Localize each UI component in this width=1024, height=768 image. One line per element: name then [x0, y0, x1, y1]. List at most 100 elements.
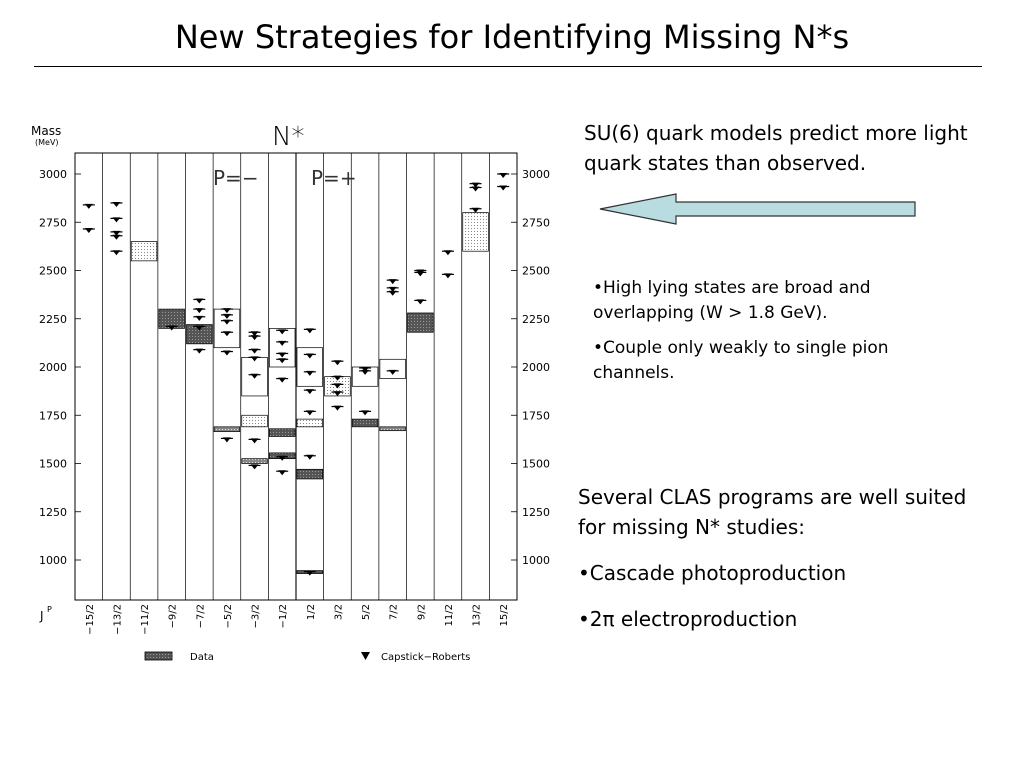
model-point-marker: [388, 286, 397, 292]
x-tick-label: 15/2: [499, 604, 510, 626]
data-box: [407, 312, 434, 333]
model-point-marker: [278, 455, 287, 461]
legend-model-label: Capstick−Roberts: [381, 652, 470, 663]
clas-programs: Several CLAS programs are well suited fo…: [578, 482, 998, 650]
y-tick-label-left: 3000: [39, 168, 67, 181]
data-box: [462, 212, 489, 252]
x-tick-label: 11/2: [444, 604, 455, 626]
model-point-marker: [250, 331, 259, 337]
y-tick-label-right: 2000: [522, 361, 550, 374]
data-box: [379, 426, 406, 432]
model-point-marker: [305, 454, 314, 460]
model-point-marker: [388, 290, 397, 296]
model-point-marker: [333, 405, 342, 411]
legend-data-swatch: [144, 651, 173, 661]
y-tick-label-left: 1500: [39, 458, 67, 471]
y-tick-label-right: 1500: [522, 458, 550, 471]
model-points: [82, 173, 510, 576]
model-point-marker: [278, 329, 287, 335]
model-point-marker: [222, 308, 231, 314]
model-point-marker: [333, 391, 342, 397]
model-point-marker: [250, 438, 259, 444]
chart-axis-ticks: 1000 1000 1250 1250 1500 1500 1750 1750 2000 2000…: [39, 168, 550, 635]
x-tick-label: −5/2: [223, 604, 234, 628]
y-tick-label-right: 1750: [522, 409, 550, 422]
model-point-marker: [250, 335, 259, 341]
y-tick-label-left: 1250: [39, 506, 67, 519]
bullet-weak-coupling: •Couple only weakly to single pion chann…: [593, 338, 889, 383]
model-point-marker: [499, 185, 508, 191]
y-tick-label-right: 2250: [522, 313, 550, 326]
x-tick-label: −15/2: [85, 604, 96, 635]
model-point-marker: [388, 369, 397, 375]
model-point-marker: [443, 273, 452, 279]
model-point-marker: [305, 410, 314, 416]
model-point-marker: [250, 348, 259, 354]
x-tick-label: −11/2: [140, 604, 151, 635]
x-tick-label: 9/2: [416, 604, 427, 620]
data-box: [269, 428, 296, 437]
model-point-marker: [278, 470, 287, 476]
parity-positive-label: P=+: [311, 166, 357, 190]
model-point-marker: [305, 370, 314, 376]
legend-data-label: Data: [190, 652, 214, 663]
model-point-marker: [278, 352, 287, 358]
x-tick-label: −7/2: [195, 604, 206, 628]
model-point-marker: [416, 299, 425, 305]
x-tick-label: 1/2: [306, 604, 317, 620]
model-point-marker: [443, 250, 452, 256]
nstar-mass-chart: 1000 1000 1250 1250 1500 1500 1750 1750 2000 2000…: [31, 122, 550, 663]
x-tick-label: 3/2: [333, 604, 344, 620]
broad-states-notes: •High lying states are broad and overlap…: [593, 276, 973, 396]
y-tick-label-left: 1000: [39, 554, 67, 567]
model-point-marker: [361, 366, 370, 372]
data-box: [296, 418, 323, 428]
x-tick-label: −9/2: [168, 604, 179, 628]
data-box: [186, 324, 213, 345]
y-tick-label-right: 3000: [522, 168, 550, 181]
model-point-marker: [112, 201, 121, 207]
model-point-marker: [195, 348, 204, 354]
model-point-marker: [250, 356, 259, 362]
y-tick-label-right: 1250: [522, 506, 550, 519]
model-point-marker: [305, 328, 314, 334]
x-tick-label: −3/2: [251, 604, 262, 628]
model-point-marker: [195, 308, 204, 314]
y-axis-unit: (MeV): [35, 138, 59, 147]
model-point-marker: [250, 373, 259, 379]
model-point-marker: [305, 570, 314, 576]
data-box: [351, 418, 379, 428]
model-point-marker: [278, 340, 287, 346]
model-point-marker: [278, 377, 287, 383]
clas-intro: Several CLAS programs are well suited fo…: [578, 485, 967, 539]
model-point-marker: [222, 319, 231, 325]
model-point-marker: [416, 269, 425, 275]
x-tick-label: 5/2: [361, 604, 372, 620]
data-box: [213, 426, 241, 433]
model-point-marker: [471, 207, 480, 213]
title-divider: [34, 66, 982, 67]
chart-grid: [74, 152, 518, 601]
model-point-marker: [361, 410, 370, 416]
data-box: [130, 241, 158, 262]
x-axis-label-superscript: P: [47, 605, 52, 614]
bullet-broad-states: •High lying states are broad and overlap…: [593, 278, 871, 323]
model-point-marker: [195, 298, 204, 304]
model-point-marker: [112, 217, 121, 223]
parity-negative-label: P=−: [213, 166, 259, 190]
left-arrow-icon: [599, 193, 916, 225]
model-point-marker: [222, 331, 231, 337]
bullet-cascade: •Cascade photoproduction: [578, 561, 847, 585]
model-point-marker: [305, 353, 314, 359]
model-point-marker: [305, 389, 314, 395]
bullet-2pi: •2π electroproduction: [578, 607, 798, 631]
model-point-marker: [333, 360, 342, 366]
model-point-marker: [84, 203, 93, 209]
model-point-marker: [471, 182, 480, 188]
x-tick-label: 13/2: [472, 604, 483, 626]
model-point-marker: [388, 279, 397, 285]
y-tick-label-right: 1000: [522, 554, 550, 567]
y-tick-label-left: 2000: [39, 361, 67, 374]
model-point-marker: [195, 325, 204, 331]
model-point-marker: [112, 250, 121, 256]
